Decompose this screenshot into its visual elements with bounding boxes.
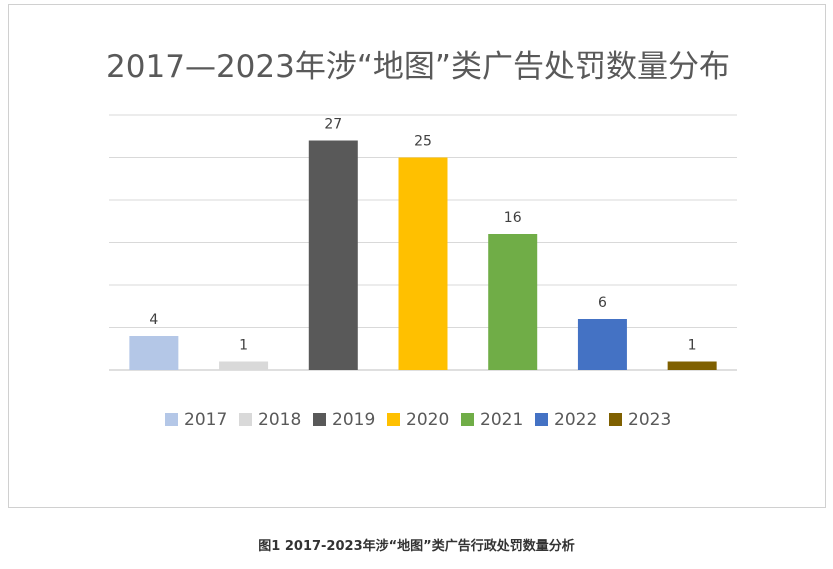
legend-label-2019: 2019 (332, 410, 375, 430)
data-label-2018: 1 (239, 338, 248, 354)
bar-chart: 2017—2023年涉“地图”类广告处罚数量分布 4 1 27 25 16 6 1 2017… (106, 49, 737, 430)
chart-frame: 2017—2023年涉“地图”类广告处罚数量分布 4 1 27 25 16 6 1 2017… (8, 4, 826, 508)
data-label-2021: 16 (504, 210, 522, 226)
legend-label-2018: 2018 (258, 410, 301, 430)
data-labels: 4 1 27 25 16 6 1 (149, 117, 696, 354)
legend-item-2020: 2020 (387, 410, 449, 430)
bar-2017 (129, 336, 179, 370)
legend-label-2021: 2021 (480, 410, 523, 430)
legend-swatch-2018 (239, 413, 252, 426)
legend-item-2023: 2023 (609, 410, 671, 430)
legend-label-2022: 2022 (554, 410, 597, 430)
bar-2019 (308, 140, 358, 370)
legend-label-2017: 2017 (184, 410, 227, 430)
legend-swatch-2023 (609, 413, 622, 426)
bar-2023 (667, 361, 717, 370)
legend-item-2019: 2019 (313, 410, 375, 430)
legend: 2017 2018 2019 2020 2021 2022 2023 (165, 410, 671, 430)
bar-2018 (219, 361, 269, 370)
legend-item-2018: 2018 (239, 410, 301, 430)
bars (129, 140, 717, 370)
data-label-2022: 6 (598, 295, 607, 311)
legend-item-2022: 2022 (535, 410, 597, 430)
legend-swatch-2022 (535, 413, 548, 426)
legend-swatch-2020 (387, 413, 400, 426)
data-label-2019: 27 (324, 117, 342, 133)
data-label-2023: 1 (688, 338, 697, 354)
chart-title: 2017—2023年涉“地图”类广告处罚数量分布 (106, 49, 730, 85)
legend-label-2023: 2023 (628, 410, 671, 430)
bar-2022 (577, 319, 627, 370)
figure-caption: 图1 2017-2023年涉“地图”类广告行政处罚数量分析 (258, 539, 575, 554)
legend-label-2020: 2020 (406, 410, 449, 430)
legend-swatch-2017 (165, 413, 178, 426)
legend-item-2017: 2017 (165, 410, 227, 430)
legend-swatch-2021 (461, 413, 474, 426)
data-label-2020: 25 (414, 134, 432, 150)
bar-2020 (398, 157, 448, 370)
legend-swatch-2019 (313, 413, 326, 426)
bar-2021 (488, 234, 538, 370)
legend-item-2021: 2021 (461, 410, 523, 430)
data-label-2017: 4 (149, 312, 158, 328)
